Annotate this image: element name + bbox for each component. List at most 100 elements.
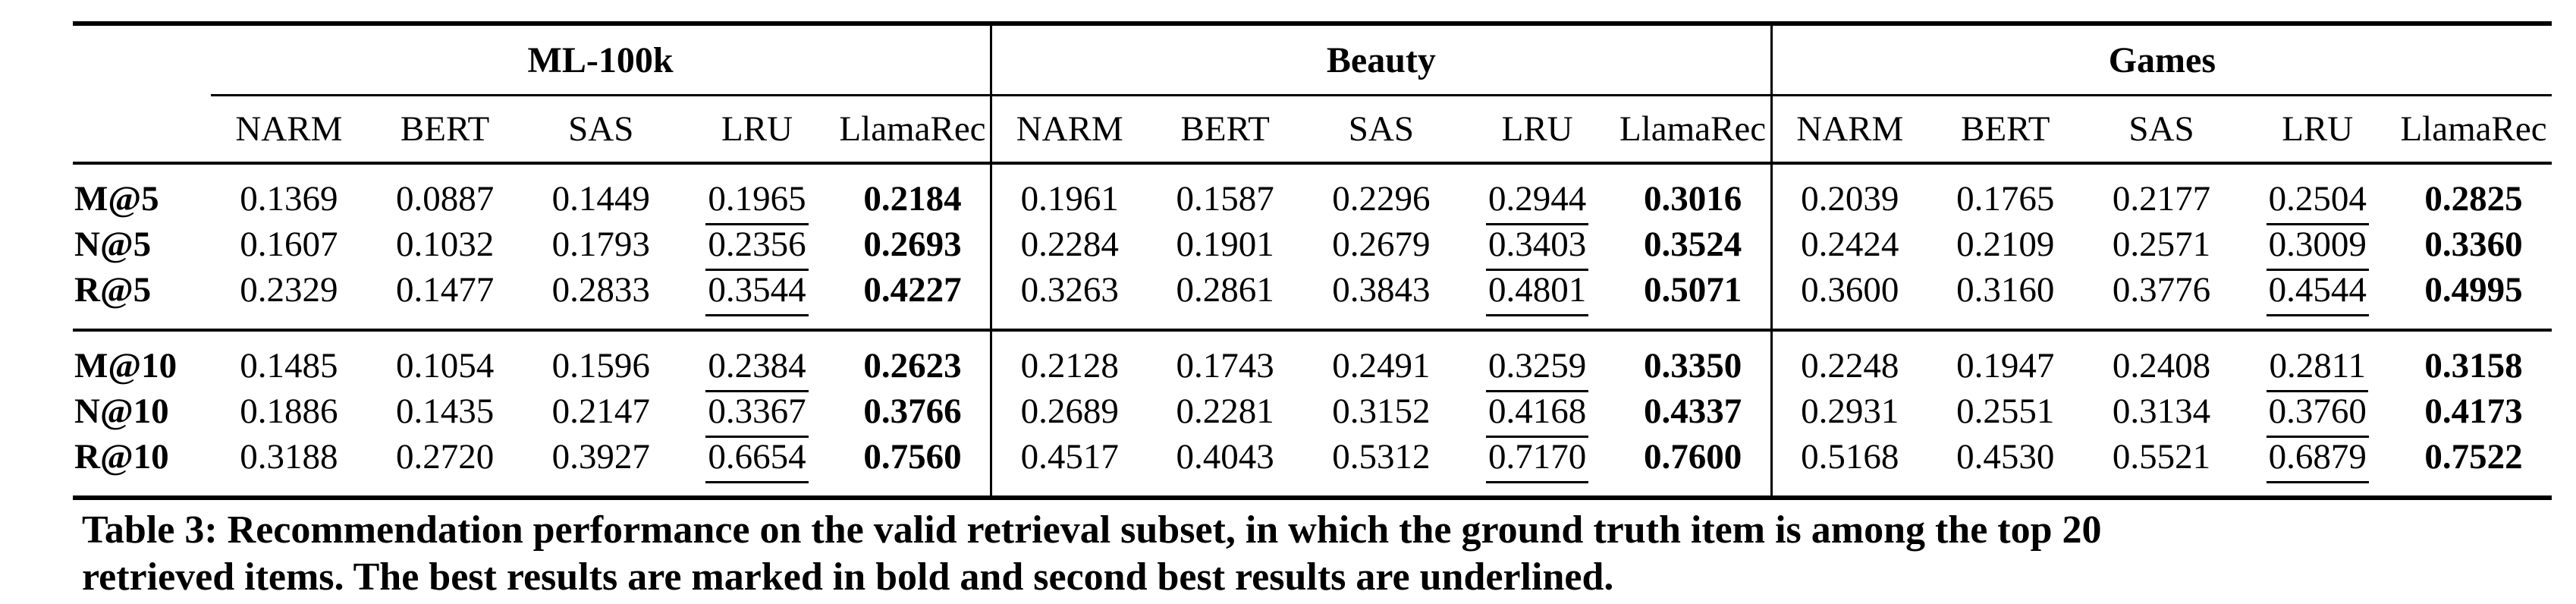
best-value-cell: 0.2693 xyxy=(863,225,962,264)
value-cell: 0.5521 xyxy=(2112,437,2211,477)
value-cell: 0.3367 xyxy=(679,389,835,438)
best-value-cell: 0.3766 xyxy=(863,392,962,431)
value-cell: 0.2296 xyxy=(1332,179,1431,219)
value-cell: 0.6654 xyxy=(679,434,835,498)
second-best-value: 0.3760 xyxy=(2266,392,2369,438)
second-best-value: 0.6879 xyxy=(2266,437,2369,483)
best-value-cell: 0.7522 xyxy=(2424,437,2523,477)
corner-cell xyxy=(73,24,211,96)
method-header-bert: BERT xyxy=(366,95,523,165)
value-cell: 0.3760 xyxy=(2239,389,2395,438)
metrics-block-at5: M@5 0.1369 0.0887 0.1449 0.1965 0.2184 0.1961 0… xyxy=(73,163,2552,330)
second-best-value: 0.3009 xyxy=(2266,225,2369,271)
value-cell: 0.3927 xyxy=(551,437,650,477)
value-cell: 0.1886 xyxy=(240,392,338,431)
second-best-value: 0.4544 xyxy=(2266,270,2369,316)
value-cell: 0.6879 xyxy=(2239,434,2395,498)
best-value-cell: 0.7560 xyxy=(863,437,962,477)
table-row: R@5 0.2329 0.1477 0.2833 0.3544 0.4227 0.3263 0… xyxy=(73,267,2552,330)
table-caption: Table 3: Recommendation performance on t… xyxy=(82,507,2102,601)
value-cell: 0.2109 xyxy=(1956,225,2055,264)
value-cell: 0.1054 xyxy=(395,346,495,385)
best-value-cell: 0.3524 xyxy=(1643,225,1742,264)
method-header-narm: NARM xyxy=(990,95,1148,165)
method-header-llamarec: LlamaRec xyxy=(834,95,991,165)
metrics-block-at10: M@10 0.1485 0.1054 0.1596 0.2384 0.2623 0.2128… xyxy=(73,330,2552,498)
method-header-lru: LRU xyxy=(1459,95,1616,165)
value-cell: 0.2039 xyxy=(1770,163,1927,222)
value-cell: 0.1596 xyxy=(551,346,650,385)
value-cell: 0.2931 xyxy=(1770,389,1927,434)
method-header-bert: BERT xyxy=(1927,95,2084,165)
best-value-cell: 0.2825 xyxy=(2424,179,2523,219)
value-cell: 0.1369 xyxy=(240,179,338,219)
metric-row-label: M@10 xyxy=(74,346,177,385)
table-caption-line-1: Table 3: Recommendation performance on t… xyxy=(82,508,2102,552)
value-cell: 0.1607 xyxy=(240,225,338,264)
best-value-cell: 0.4337 xyxy=(1643,392,1742,431)
best-value-cell: 0.4227 xyxy=(863,270,962,310)
value-cell: 0.3160 xyxy=(1956,270,2055,310)
value-cell: 0.4544 xyxy=(2239,267,2395,330)
value-cell: 0.4043 xyxy=(1176,437,1274,477)
value-cell: 0.1435 xyxy=(395,392,495,431)
second-best-value: 0.3403 xyxy=(1485,225,1589,271)
method-header-lru: LRU xyxy=(679,95,835,165)
value-cell: 0.4168 xyxy=(1459,389,1616,438)
value-cell: 0.1765 xyxy=(1956,179,2055,219)
value-cell: 0.2679 xyxy=(1332,225,1431,264)
value-cell: 0.3263 xyxy=(990,267,1148,330)
method-header-lru: LRU xyxy=(2239,95,2396,165)
value-cell: 0.3259 xyxy=(1459,330,1616,392)
value-cell: 0.2284 xyxy=(990,222,1148,267)
value-cell: 0.1743 xyxy=(1176,346,1274,385)
value-cell: 0.1793 xyxy=(551,225,650,264)
value-cell: 0.2384 xyxy=(679,330,835,392)
best-value-cell: 0.3158 xyxy=(2424,346,2523,385)
value-cell: 0.3188 xyxy=(240,437,338,477)
table-row: N@10 0.1886 0.1435 0.2147 0.3367 0.3766 0.2689… xyxy=(73,389,2552,438)
metric-row-label: M@5 xyxy=(74,179,159,219)
value-cell: 0.3009 xyxy=(2239,222,2395,271)
method-header-bert: BERT xyxy=(1147,95,1304,165)
group-header-games: Games xyxy=(1770,24,2552,96)
value-cell: 0.4530 xyxy=(1956,437,2055,477)
value-cell: 0.4801 xyxy=(1459,267,1616,330)
best-value-cell: 0.2184 xyxy=(863,179,962,219)
value-cell: 0.3600 xyxy=(1770,267,1927,330)
metric-row-label: R@10 xyxy=(74,437,169,477)
value-cell: 0.0887 xyxy=(395,179,495,219)
group-header-ml-100k: ML-100k xyxy=(211,24,991,96)
value-cell: 0.5168 xyxy=(1770,434,1927,498)
best-value-cell: 0.7600 xyxy=(1643,437,1742,477)
value-cell: 0.4517 xyxy=(990,434,1148,498)
second-best-value: 0.3367 xyxy=(705,392,809,438)
value-cell: 0.5312 xyxy=(1332,437,1431,477)
dataset-group-row: ML-100k Beauty Games xyxy=(73,24,2552,96)
value-cell: 0.1965 xyxy=(679,163,835,225)
best-value-cell: 0.3360 xyxy=(2424,225,2523,264)
metric-row-label: N@10 xyxy=(74,392,169,431)
method-header-row: NARM BERT SAS LRU LlamaRec NARM BERT SAS… xyxy=(73,95,2552,165)
method-header-narm: NARM xyxy=(1770,95,1927,165)
value-cell: 0.2504 xyxy=(2239,163,2395,225)
second-best-value: 0.2384 xyxy=(705,346,809,392)
method-header-llamarec: LlamaRec xyxy=(1615,95,1772,165)
value-cell: 0.2571 xyxy=(2112,225,2211,264)
value-cell: 0.2551 xyxy=(1956,392,2055,431)
method-header-llamarec: LlamaRec xyxy=(2395,95,2552,165)
second-best-value: 0.6654 xyxy=(705,437,809,483)
value-cell: 0.2128 xyxy=(990,330,1148,389)
value-cell: 0.3403 xyxy=(1459,222,1616,271)
value-cell: 0.3843 xyxy=(1332,270,1431,310)
value-cell: 0.2408 xyxy=(2112,346,2211,385)
value-cell: 0.1485 xyxy=(240,346,338,385)
value-cell: 0.2861 xyxy=(1176,270,1274,310)
value-cell: 0.2689 xyxy=(990,389,1148,434)
best-value-cell: 0.3016 xyxy=(1643,179,1742,219)
value-cell: 0.2329 xyxy=(240,270,338,310)
second-best-value: 0.4801 xyxy=(1485,270,1589,316)
value-cell: 0.2177 xyxy=(2112,179,2211,219)
second-best-value: 0.1965 xyxy=(705,179,809,225)
second-best-value: 0.2944 xyxy=(1485,179,1589,225)
